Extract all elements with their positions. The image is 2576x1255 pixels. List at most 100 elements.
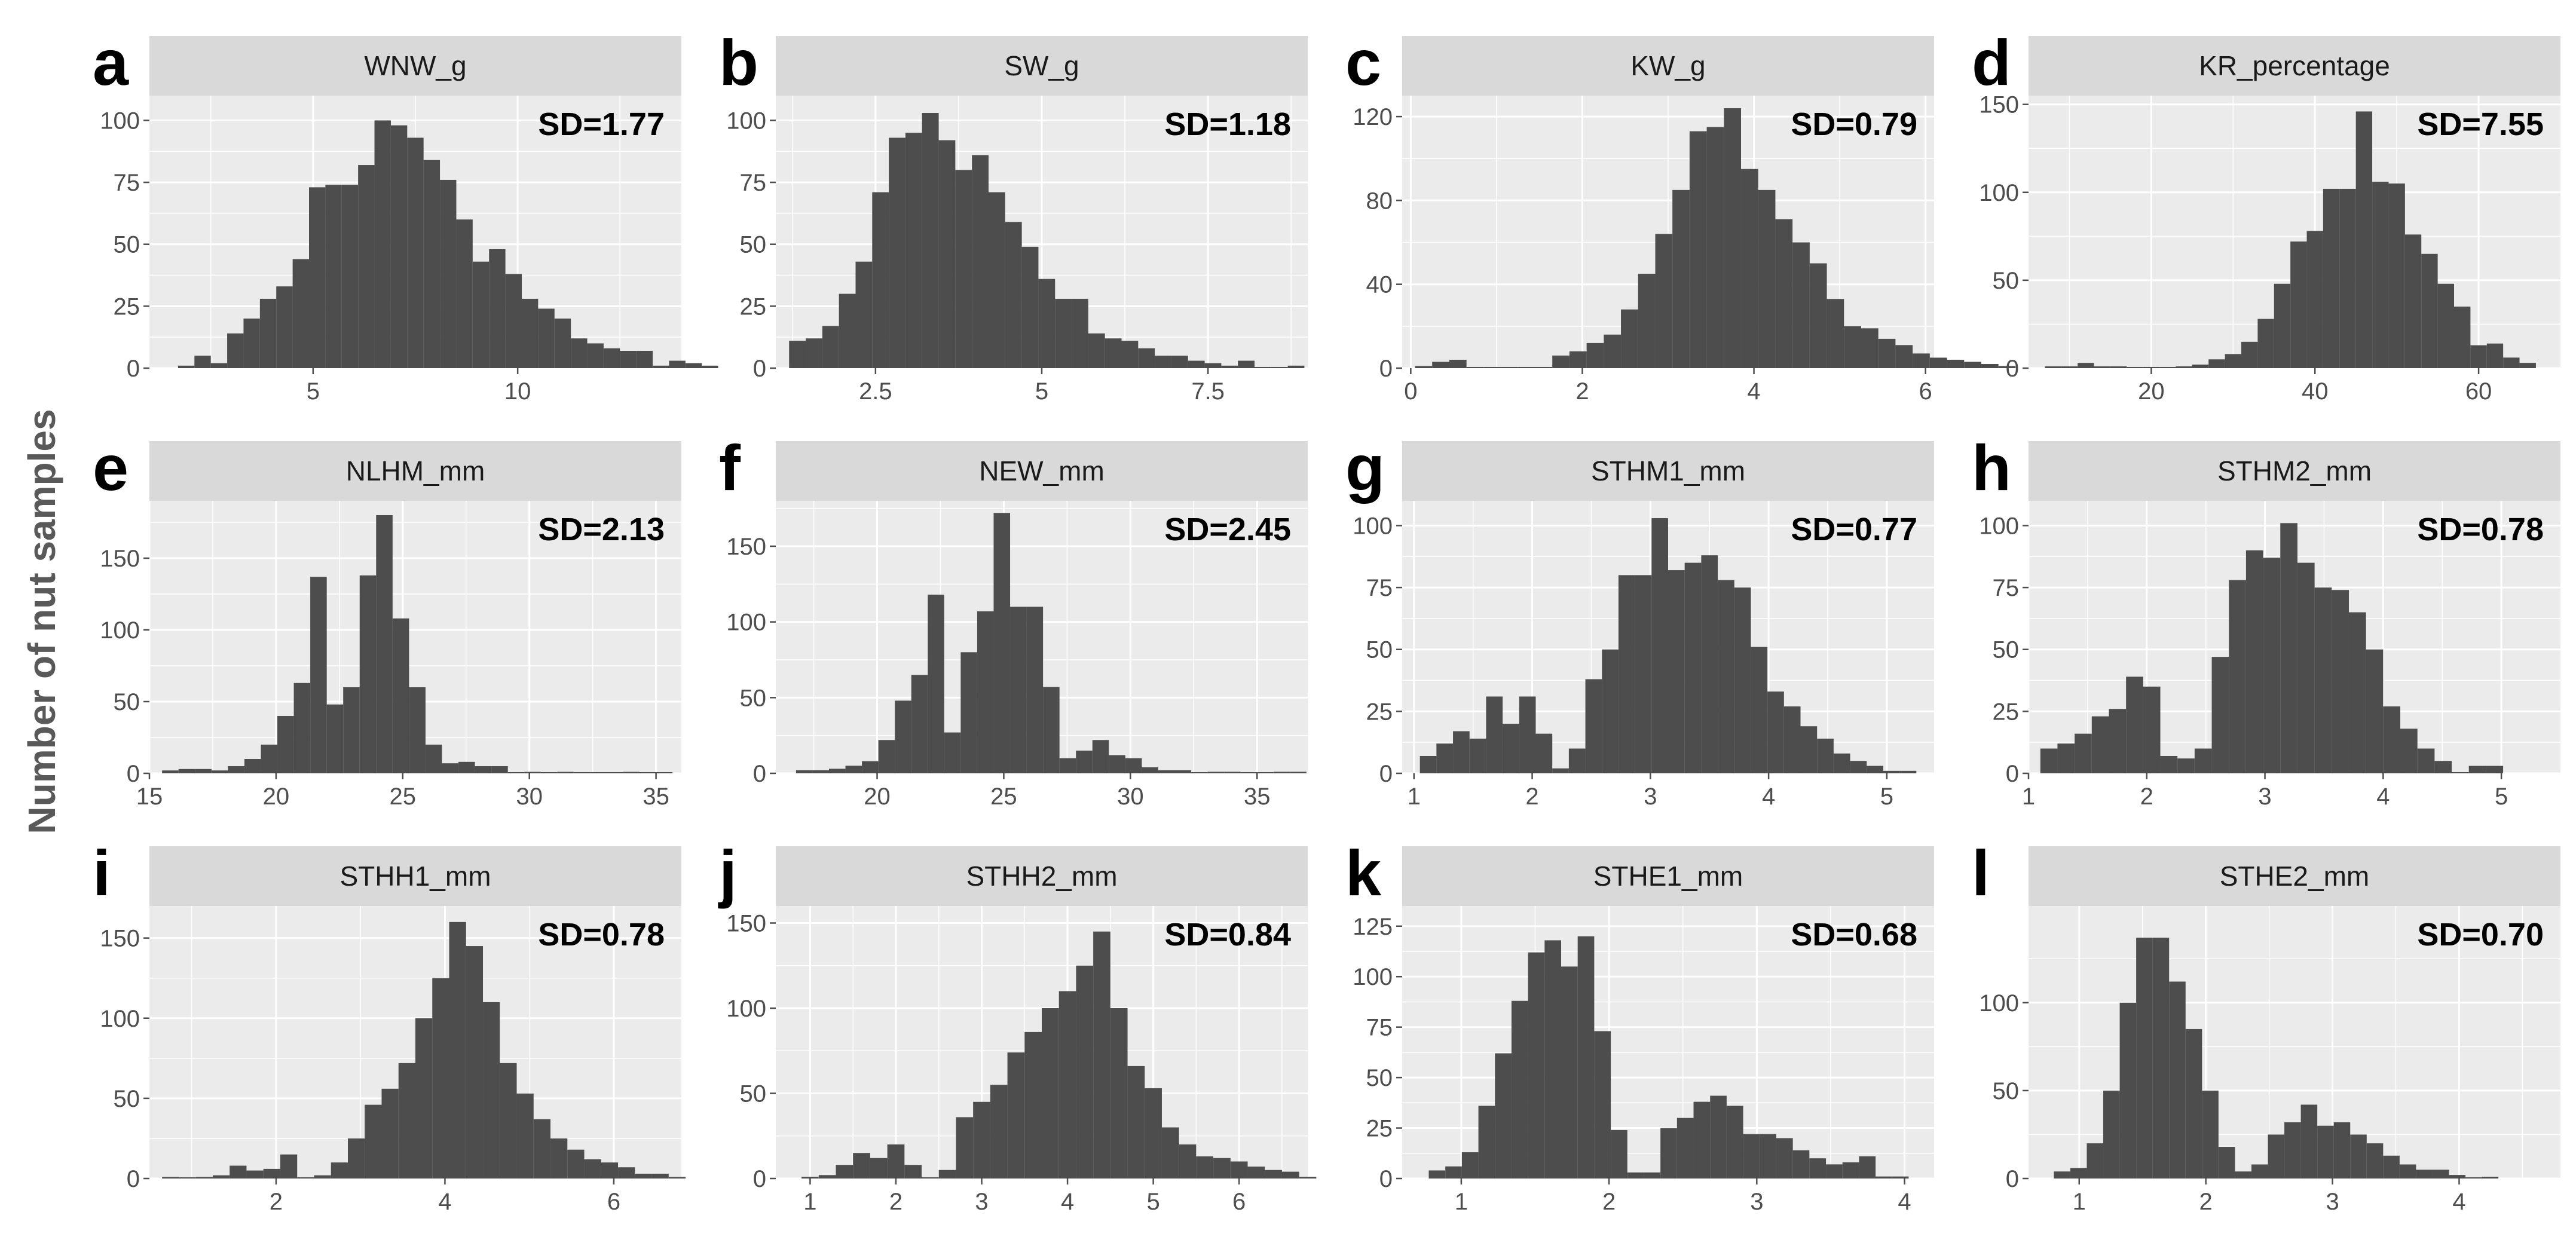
histogram-bar — [1635, 575, 1652, 773]
histogram-bar — [1627, 1172, 1644, 1179]
y-tick-label: 50 — [740, 232, 767, 258]
histogram-bar — [507, 772, 525, 773]
histogram-bar — [2218, 1147, 2235, 1179]
sd-annotation-j: SD=0.84 — [1164, 917, 1291, 953]
histogram-bar — [2177, 758, 2195, 773]
histogram-bar — [1024, 1031, 1042, 1179]
histogram-bar — [1207, 772, 1225, 773]
histogram-bar — [938, 140, 956, 369]
histogram-bar — [2143, 686, 2161, 773]
histogram-bar — [2202, 1090, 2219, 1179]
histogram-bar — [1693, 1101, 1711, 1179]
histogram-bar — [533, 1119, 551, 1179]
histogram-bar — [1760, 1134, 1776, 1179]
strip-title-a: WNW_g — [364, 50, 466, 81]
histogram-bar — [2400, 728, 2418, 773]
histogram-bar — [2054, 1171, 2070, 1179]
panel-letter-k: k — [1345, 837, 1382, 909]
histogram-bar — [415, 1018, 433, 1179]
y-tick-label: 150 — [1979, 92, 2019, 118]
sd-annotation-l: SD=0.70 — [2417, 917, 2544, 953]
histogram-bar — [990, 1085, 1008, 1179]
panel-l: l STHE2_mm 0 50 100 1 2 3 4 SD=0.70 — [1972, 837, 2560, 1215]
histogram-bar — [636, 350, 653, 368]
histogram-bar — [2274, 283, 2291, 368]
x-tick-label: 4 — [2376, 783, 2390, 810]
histogram-bar — [796, 770, 813, 773]
sd-annotation-i: SD=0.78 — [538, 917, 665, 953]
panel-letter-g: g — [1345, 431, 1385, 504]
histogram-bar — [178, 365, 195, 368]
histogram-bar — [911, 675, 928, 773]
y-tick-label: 0 — [1379, 356, 1393, 382]
histogram-bar — [1638, 274, 1656, 368]
histogram-bar — [483, 1002, 500, 1179]
histogram-bar — [2109, 709, 2127, 773]
y-tick-label: 50 — [740, 685, 767, 711]
x-tick-label: 4 — [438, 1189, 451, 1215]
histogram-bar — [2070, 1168, 2087, 1179]
histogram-bar — [1895, 345, 1913, 368]
histogram-bar — [1240, 772, 1258, 773]
histogram-bar — [1883, 770, 1900, 773]
histogram-bar — [1585, 679, 1602, 773]
panel-letter-h: h — [1972, 431, 2011, 504]
histogram-bar — [2229, 580, 2246, 773]
y-tick-label: 25 — [1993, 699, 2020, 725]
histogram-bar — [1594, 1031, 1611, 1179]
y-tick-label: 25 — [1366, 699, 1393, 725]
y-tick-label: 0 — [127, 1166, 140, 1192]
sd-annotation-c: SD=0.79 — [1791, 106, 1917, 142]
histogram-bar — [409, 687, 426, 773]
x-tick-label: 0 — [1404, 378, 1417, 405]
histogram-bar — [1007, 1052, 1025, 1179]
histogram-bar — [1076, 751, 1093, 773]
histogram-bar — [1586, 342, 1604, 368]
histogram-bar — [1188, 360, 1205, 368]
histogram-bar — [685, 363, 702, 368]
y-tick-label: 100 — [1353, 964, 1393, 990]
histogram-bar — [1255, 367, 1271, 368]
histogram-bar — [1817, 738, 1834, 773]
histogram-bar — [870, 1158, 888, 1179]
strip-title-k: STHE1_mm — [1593, 861, 1743, 892]
histogram-bar — [310, 577, 327, 773]
histogram-bar — [904, 1165, 922, 1179]
panel-k: k STHE1_mm 0 25 50 75 100 125 1 2 3 4 SD=0.68 — [1345, 837, 1934, 1215]
panel-letter-d: d — [1972, 26, 2011, 99]
histogram-bar — [1651, 518, 1668, 773]
histogram-bar — [365, 1104, 382, 1179]
y-tick-label: 100 — [726, 610, 766, 636]
histogram-bar — [516, 1093, 534, 1179]
histogram-bar — [1741, 169, 1758, 368]
histogram-bar — [1043, 687, 1060, 773]
histogram-bar — [2169, 981, 2186, 1179]
histogram-bar — [276, 286, 293, 368]
histogram-bar — [1668, 570, 1685, 773]
x-tick-label: 1 — [2073, 1189, 2086, 1215]
histogram-bar — [2241, 341, 2258, 368]
histogram-bar — [1743, 1134, 1760, 1179]
histogram-bar — [1179, 1144, 1197, 1179]
histogram-bar — [550, 1138, 568, 1179]
histogram-bar — [244, 759, 261, 773]
strip-a — [149, 36, 681, 96]
y-tick-label: 0 — [2006, 1166, 2019, 1192]
histogram-bar — [889, 137, 905, 369]
histogram-bar — [1436, 743, 1454, 773]
histogram-bar — [1792, 1150, 1810, 1179]
histogram-bar — [1859, 1156, 1876, 1179]
y-tick-label: 50 — [114, 1086, 140, 1112]
histogram-bar — [325, 185, 342, 368]
x-tick-label: 4 — [1898, 1189, 1911, 1215]
y-axis-label: Number of nut samples — [20, 409, 63, 834]
histogram-bar — [376, 515, 393, 773]
y-tick-label: 25 — [740, 293, 767, 320]
histogram-bar — [895, 700, 911, 773]
histogram-bar — [1718, 580, 1734, 773]
histogram-bar — [2437, 283, 2454, 368]
histogram-bar — [1469, 738, 1486, 773]
histogram-bar — [2143, 367, 2160, 368]
sd-annotation-g: SD=0.77 — [1791, 512, 1917, 547]
histogram-bar — [2421, 253, 2438, 368]
